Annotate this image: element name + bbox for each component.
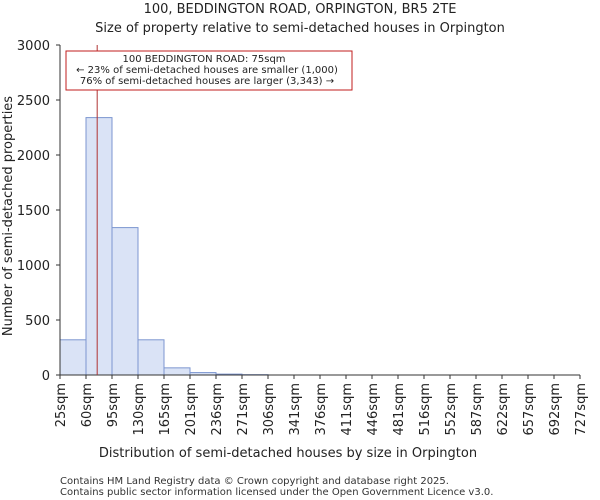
annotation-line-2: ← 23% of semi-detached houses are smalle… bbox=[76, 65, 338, 76]
y-tick-label: 2500 bbox=[17, 94, 50, 109]
bars-group bbox=[59, 117, 269, 376]
x-tick-label: 552sqm bbox=[444, 383, 459, 436]
y-tick-label: 1500 bbox=[17, 204, 50, 219]
annotation-box: 100 BEDDINGTON ROAD: 75sqm ← 23% of semi… bbox=[65, 50, 353, 91]
bar-165sqm bbox=[163, 367, 191, 376]
chart-subtitle: Size of property relative to semi-detach… bbox=[95, 21, 505, 36]
y-tick-label: 0 bbox=[42, 369, 50, 384]
x-tick-label: 587sqm bbox=[470, 383, 485, 436]
y-tick-label: 500 bbox=[25, 314, 50, 329]
x-tick-label: 201sqm bbox=[184, 383, 199, 436]
bar-60sqm bbox=[85, 117, 113, 376]
x-tick-label: 95sqm bbox=[106, 383, 121, 427]
x-tick-label: 622sqm bbox=[496, 383, 511, 436]
x-tick-label: 411sqm bbox=[340, 383, 355, 436]
y-tick-label: 1000 bbox=[17, 259, 50, 274]
bar-95sqm bbox=[111, 227, 139, 376]
x-tick-label: 165sqm bbox=[158, 383, 173, 436]
x-tick-label: 446sqm bbox=[366, 383, 381, 436]
x-ticks-group: 25sqm 60sqm 95sqm 130sqm 165sqm 201sqm 236sqm 2… bbox=[54, 375, 589, 436]
x-tick-label: 130sqm bbox=[132, 383, 147, 436]
annotation-line-3: 76% of semi-detached houses are larger (… bbox=[80, 76, 334, 87]
annotation-line-1: 100 BEDDINGTON ROAD: 75sqm bbox=[122, 54, 285, 65]
x-tick-label: 692sqm bbox=[548, 383, 563, 436]
x-tick-label: 236sqm bbox=[210, 383, 225, 436]
chart-title: 100, BEDDINGTON ROAD, ORPINGTON, BR5 2TE bbox=[144, 2, 457, 17]
x-tick-label: 657sqm bbox=[522, 383, 537, 436]
x-tick-label: 306sqm bbox=[262, 383, 277, 436]
footer-line-1: Contains HM Land Registry data © Crown c… bbox=[60, 476, 449, 487]
x-tick-label: 481sqm bbox=[392, 383, 407, 436]
bar-25sqm bbox=[59, 339, 87, 376]
x-tick-label: 727sqm bbox=[574, 383, 589, 436]
y-tick-label: 3000 bbox=[17, 39, 50, 54]
x-tick-label: 516sqm bbox=[418, 383, 433, 436]
y-tick-label: 2000 bbox=[17, 149, 50, 164]
y-axis-title: Number of semi-detached properties bbox=[1, 96, 16, 336]
x-tick-label: 271sqm bbox=[236, 383, 251, 436]
x-tick-label: 376sqm bbox=[314, 383, 329, 436]
x-tick-label: 60sqm bbox=[80, 383, 95, 427]
footer-line-2: Contains public sector information licen… bbox=[60, 487, 493, 498]
x-axis-title: Distribution of semi-detached houses by … bbox=[99, 446, 477, 461]
y-ticks-group: 0 500 1000 1500 2000 2500 3000 bbox=[17, 39, 60, 384]
x-tick-label: 25sqm bbox=[54, 383, 69, 427]
x-tick-label: 341sqm bbox=[288, 383, 303, 436]
bar-130sqm bbox=[137, 339, 165, 376]
